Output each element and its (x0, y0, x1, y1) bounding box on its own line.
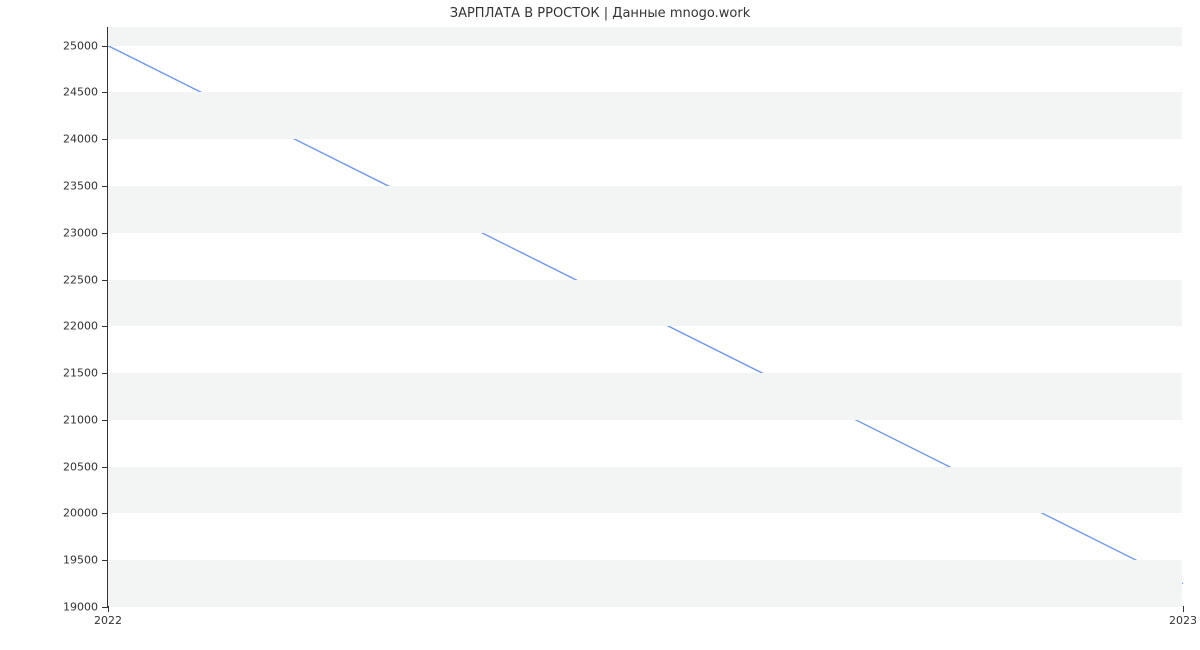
y-tick-mark (102, 186, 108, 187)
y-tick-label: 19500 (63, 554, 98, 567)
y-tick-mark (102, 513, 108, 514)
y-tick-mark (102, 92, 108, 93)
y-tick-label: 23000 (63, 226, 98, 239)
y-tick-label: 19000 (63, 601, 98, 614)
plot-area: 1900019500200002050021000215002200022500… (107, 27, 1182, 607)
y-tick-mark (102, 420, 108, 421)
salary-line-chart: ЗАРПЛАТА В РРОСТОК | Данные mnogo.work 1… (0, 0, 1200, 650)
y-tick-label: 22000 (63, 320, 98, 333)
grid-stripe (108, 467, 1182, 514)
grid-stripe (108, 513, 1182, 560)
y-tick-label: 24500 (63, 86, 98, 99)
grid-stripe (108, 280, 1182, 327)
grid-stripe (108, 233, 1182, 280)
grid-stripe (108, 373, 1182, 420)
x-tick-mark (1183, 606, 1184, 612)
y-tick-mark (102, 280, 108, 281)
y-tick-mark (102, 139, 108, 140)
y-tick-label: 25000 (63, 39, 98, 52)
grid-stripe (108, 186, 1182, 233)
grid-stripe (108, 139, 1182, 186)
grid-stripe (108, 560, 1182, 607)
grid-stripe (108, 420, 1182, 467)
y-tick-mark (102, 46, 108, 47)
x-tick-mark (108, 606, 109, 612)
y-tick-label: 22500 (63, 273, 98, 286)
y-tick-mark (102, 326, 108, 327)
x-tick-label: 2023 (1169, 614, 1197, 627)
y-tick-label: 24000 (63, 133, 98, 146)
y-tick-mark (102, 233, 108, 234)
y-tick-mark (102, 467, 108, 468)
y-tick-mark (102, 560, 108, 561)
grid-stripe (108, 326, 1182, 373)
grid-stripe (108, 92, 1182, 139)
y-tick-label: 20500 (63, 460, 98, 473)
grid-stripe (108, 27, 1182, 46)
grid-stripe (108, 46, 1182, 93)
x-tick-label: 2022 (94, 614, 122, 627)
y-tick-mark (102, 373, 108, 374)
chart-title: ЗАРПЛАТА В РРОСТОК | Данные mnogo.work (0, 6, 1200, 21)
y-tick-label: 20000 (63, 507, 98, 520)
y-tick-label: 21000 (63, 413, 98, 426)
y-tick-label: 23500 (63, 180, 98, 193)
y-tick-label: 21500 (63, 367, 98, 380)
